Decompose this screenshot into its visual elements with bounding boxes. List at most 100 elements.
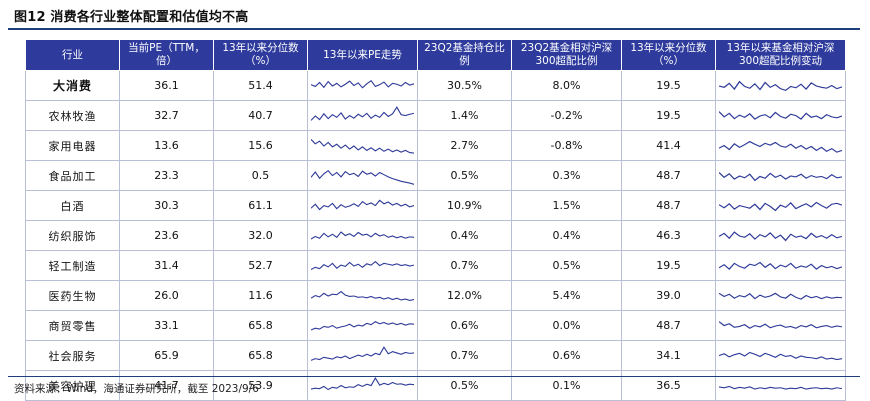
industry-cell: 食品加工 (25, 160, 120, 191)
pe-trend-sparkline (307, 250, 418, 281)
current-pe-cell: 32.7 (119, 100, 214, 131)
industry-cell: 社会服务 (25, 340, 120, 371)
table-body: 大消费 36.1 51.4 30.5% 8.0% 19.5 农林牧渔 32.7 40.7 1.4%… (25, 70, 846, 401)
fund-holding-cell: 0.5% (417, 370, 512, 401)
overweight-percentile-cell: 48.7 (621, 190, 716, 221)
sparkline-series (311, 169, 414, 185)
sparkline-svg (719, 351, 842, 360)
sparkline-series (311, 260, 414, 270)
overweight-percentile-cell: 48.7 (621, 160, 716, 191)
fund-holding-cell: 0.7% (417, 250, 512, 281)
sparkline-svg (311, 79, 414, 89)
overweight-percentile-cell: 41.4 (621, 130, 716, 161)
overweight-cell: 8.0% (511, 70, 622, 101)
overweight-trend-sparkline (715, 130, 846, 161)
industry-cell: 大消费 (25, 70, 120, 101)
overweight-cell: 0.4% (511, 220, 622, 251)
sparkline-svg (311, 230, 414, 240)
overweight-cell: 0.6% (511, 340, 622, 371)
sparkline-svg (311, 345, 414, 361)
sparkline-series (719, 385, 842, 390)
pe-trend-sparkline (307, 160, 418, 191)
sparkline-series (719, 80, 842, 91)
pe-percentile-cell: 51.4 (213, 70, 308, 101)
fund-holding-cell: 0.7% (417, 340, 512, 371)
table-row: 轻工制造 31.4 52.7 0.7% 0.5% 19.5 (25, 250, 846, 281)
pe-percentile-cell: 52.7 (213, 250, 308, 281)
header-overweight-trend: 13年以来基金相对沪深300超配比例变动 (715, 39, 846, 71)
overweight-trend-sparkline (715, 250, 846, 281)
fund-holding-cell: 0.4% (417, 220, 512, 251)
current-pe-cell: 26.0 (119, 280, 214, 311)
sparkline-series (719, 201, 842, 211)
overweight-percentile-cell: 19.5 (621, 70, 716, 101)
sparkline-svg (311, 169, 414, 185)
figure-title: 图12 消费各行业整体配置和估值均不高 (14, 10, 249, 25)
pe-trend-sparkline (307, 220, 418, 251)
overweight-trend-sparkline (715, 100, 846, 131)
overweight-percentile-cell: 19.5 (621, 100, 716, 131)
current-pe-cell: 33.1 (119, 310, 214, 341)
current-pe-cell: 23.6 (119, 220, 214, 251)
fund-holding-cell: 0.6% (417, 310, 512, 341)
sparkline-svg (719, 261, 842, 270)
fund-holding-cell: 1.4% (417, 100, 512, 131)
sparkline-series (311, 290, 414, 301)
overweight-trend-sparkline (715, 370, 846, 401)
source-note: 资料来源：Wind，海通证券研究所，截至 2023/9/6 (14, 383, 259, 395)
table-row: 白酒 30.3 61.1 10.9% 1.5% 48.7 (25, 190, 846, 221)
pe-percentile-cell: 11.6 (213, 280, 308, 311)
overweight-percentile-cell: 19.5 (621, 250, 716, 281)
fund-holding-cell: 12.0% (417, 280, 512, 311)
sparkline-svg (311, 376, 414, 390)
sparkline-series (311, 79, 414, 89)
table-row: 纺织服饰 23.6 32.0 0.4% 0.4% 46.3 (25, 220, 846, 251)
pe-percentile-cell: 40.7 (213, 100, 308, 131)
sparkline-series (719, 140, 842, 153)
sparkline-svg (719, 140, 842, 153)
pe-percentile-cell: 0.5 (213, 160, 308, 191)
overweight-percentile-cell: 36.5 (621, 370, 716, 401)
header-industry: 行业 (25, 39, 120, 71)
table-row: 社会服务 65.9 65.8 0.7% 0.6% 34.1 (25, 340, 846, 371)
table-row: 大消费 36.1 51.4 30.5% 8.0% 19.5 (25, 70, 846, 101)
overweight-cell: -0.2% (511, 100, 622, 131)
overweight-trend-sparkline (715, 280, 846, 311)
sparkline-series (719, 320, 842, 329)
pe-trend-sparkline (307, 370, 418, 401)
sparkline-svg (719, 292, 842, 300)
fund-holding-cell: 10.9% (417, 190, 512, 221)
sparkline-svg (311, 105, 414, 121)
sparkline-svg (311, 260, 414, 270)
pe-percentile-cell: 61.1 (213, 190, 308, 221)
sparkline-series (311, 105, 414, 121)
industry-cell: 农林牧渔 (25, 100, 120, 131)
overweight-percentile-cell: 39.0 (621, 280, 716, 311)
overweight-trend-sparkline (715, 70, 846, 101)
header-pe-trend: 13年以来PE走势 (307, 39, 418, 71)
table-row: 农林牧渔 32.7 40.7 1.4% -0.2% 19.5 (25, 100, 846, 131)
current-pe-cell: 65.9 (119, 340, 214, 371)
sparkline-svg (719, 80, 842, 91)
overweight-cell: 0.3% (511, 160, 622, 191)
sparkline-series (311, 320, 414, 330)
sparkline-svg (311, 138, 414, 154)
industry-cell: 家用电器 (25, 130, 120, 161)
title-rule (8, 28, 860, 30)
overweight-cell: 0.5% (511, 250, 622, 281)
fund-holding-cell: 30.5% (417, 70, 512, 101)
pe-percentile-cell: 15.6 (213, 130, 308, 161)
overweight-percentile-cell: 48.7 (621, 310, 716, 341)
table-row: 美容护理 41.7 53.9 0.5% 0.1% 36.5 (25, 370, 846, 401)
sparkline-svg (311, 320, 414, 330)
table-row: 医药生物 26.0 11.6 12.0% 5.4% 39.0 (25, 280, 846, 311)
sparkline-series (311, 198, 414, 210)
sparkline-series (719, 261, 842, 270)
pe-percentile-cell: 65.8 (213, 310, 308, 341)
industry-cell: 白酒 (25, 190, 120, 221)
overweight-trend-sparkline (715, 190, 846, 221)
sparkline-series (311, 138, 414, 154)
pe-trend-sparkline (307, 310, 418, 341)
pe-trend-sparkline (307, 100, 418, 131)
sparkline-svg (719, 320, 842, 329)
